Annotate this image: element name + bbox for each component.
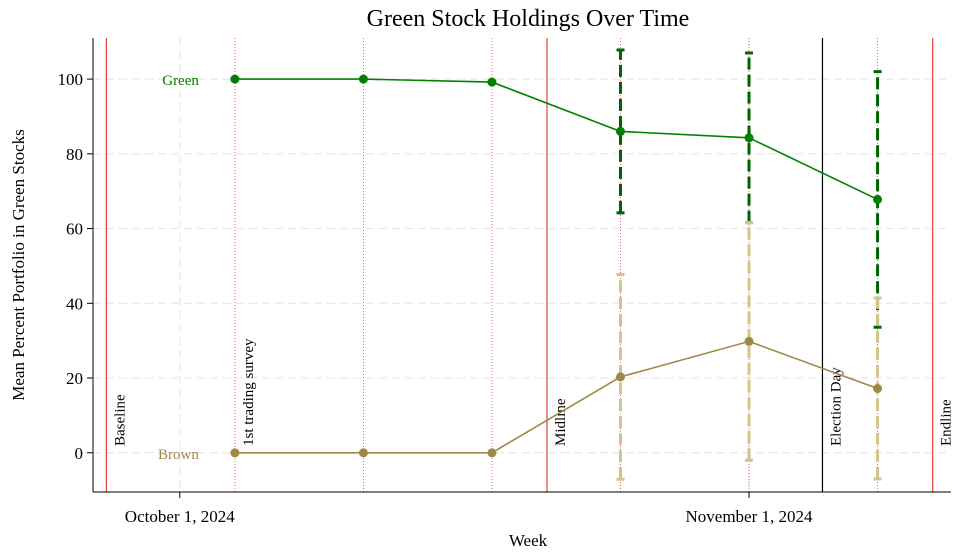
series-label: Brown [158,447,199,463]
y-tick-label: 80 [66,145,83,164]
x-axis-title: Week [509,531,548,550]
event-label: Baseline [112,394,128,446]
point [358,74,368,84]
point [873,194,883,204]
y-tick-label: 40 [66,294,83,313]
point [615,126,625,136]
point [358,448,368,458]
series-line [234,78,878,201]
x-tick-label: November 1, 2024 [686,507,814,526]
x-tick-label: October 1, 2024 [125,507,236,526]
series-line [234,340,878,454]
error-bar [616,48,625,215]
y-tick-label: 100 [58,70,84,89]
point [487,448,497,458]
event-label: Election Day [828,367,844,446]
point [487,77,497,87]
y-tick-label: 60 [66,220,83,239]
point [744,133,754,143]
error-bar [745,221,754,462]
point [230,74,240,84]
event-label: Midline [553,398,569,446]
event-label: 1st trading survey [241,338,257,446]
event-label: Endline [939,399,953,446]
y-tick-label: 0 [75,444,84,463]
series-label: Green [162,73,199,89]
point [230,448,240,458]
events: Baseline 1st trading survey Midline Electio… [105,38,953,492]
point [744,336,754,346]
y-axis-title: Mean Percent Portfolio in Green Stocks [9,129,28,400]
y-tick-label: 20 [66,369,83,388]
point [615,372,625,382]
point [873,383,883,393]
chart-title: Green Stock Holdings Over Time [367,6,690,32]
